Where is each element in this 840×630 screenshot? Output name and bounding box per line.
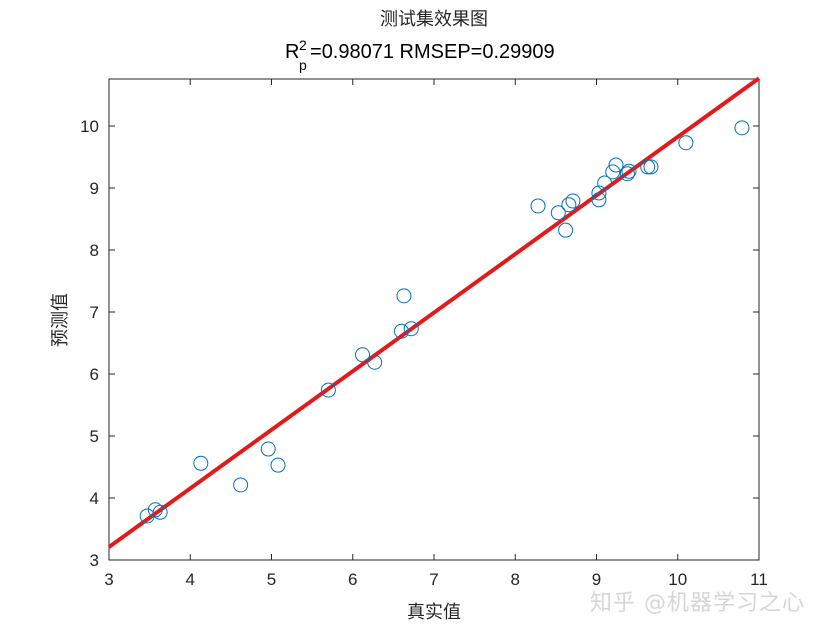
y-tick-label: 10 — [80, 117, 99, 136]
x-axis-label: 真实值 — [407, 602, 461, 623]
watermark: 知乎 @机器学习之心 — [590, 591, 805, 616]
data-point — [605, 164, 621, 180]
data-point — [608, 157, 624, 173]
data-point — [621, 163, 637, 179]
y-tick-label: 3 — [90, 551, 99, 570]
y-tick-label: 6 — [90, 365, 99, 384]
metrics-text: =0.98071 RMSEP=0.29909 — [310, 41, 555, 63]
data-point — [565, 193, 581, 209]
x-tick-label: 11 — [750, 570, 768, 589]
data-point — [260, 441, 276, 457]
data-point — [550, 205, 566, 221]
chart-title: 测试集效果图 — [380, 9, 488, 30]
x-axis: 3 4 5 6 7 8 9 10 11 — [104, 79, 768, 589]
y-tick-label: 8 — [90, 241, 99, 260]
y-tick-label: 7 — [90, 303, 99, 322]
x-tick-label: 7 — [429, 570, 438, 589]
svg-text:p: p — [299, 57, 307, 73]
data-point — [591, 192, 607, 208]
data-point — [394, 323, 409, 339]
y-tick-label: 5 — [90, 427, 99, 446]
data-point — [355, 347, 370, 363]
data-point — [597, 175, 613, 191]
y-tick-label: 9 — [90, 179, 99, 198]
data-point — [619, 166, 635, 182]
x-tick-label: 6 — [348, 570, 357, 589]
data-point — [270, 457, 286, 473]
data-point — [403, 321, 419, 337]
data-point — [396, 288, 412, 304]
data-point — [561, 197, 577, 213]
plot-area: 3 4 5 6 7 8 9 10 11 3 4 5 6 7 8 9 10 — [80, 76, 768, 589]
data-points — [139, 120, 750, 524]
data-point — [678, 135, 694, 151]
r2p-value: 0.98071 — [322, 41, 394, 63]
y-axis-label: 预测值 — [50, 293, 71, 347]
rmsep-value: 0.29909 — [482, 41, 554, 63]
x-tick-label: 10 — [668, 570, 687, 589]
chart-subtitle: R 2 p =0.98071 RMSEP=0.29909 — [285, 37, 555, 73]
data-point — [640, 159, 656, 175]
x-tick-label: 5 — [267, 570, 276, 589]
y-tick-label: 4 — [90, 489, 99, 508]
x-tick-label: 4 — [186, 570, 195, 589]
data-point — [367, 354, 383, 370]
regression-line — [107, 76, 761, 549]
data-point — [233, 477, 249, 493]
data-point — [591, 185, 607, 201]
svg-text:2: 2 — [299, 37, 307, 53]
x-tick-label: 3 — [104, 570, 113, 589]
axes-box — [108, 78, 760, 561]
fit-line — [107, 76, 761, 549]
data-point — [734, 120, 750, 136]
svg-text:R: R — [285, 41, 299, 63]
data-point — [320, 382, 336, 398]
data-point — [152, 504, 168, 520]
y-axis: 3 4 5 6 7 8 9 10 — [80, 117, 759, 570]
data-point — [558, 222, 574, 238]
data-point — [193, 455, 209, 471]
data-point — [643, 159, 659, 175]
data-point — [530, 198, 546, 214]
x-tick-label: 8 — [511, 570, 520, 589]
x-tick-label: 9 — [592, 570, 601, 589]
